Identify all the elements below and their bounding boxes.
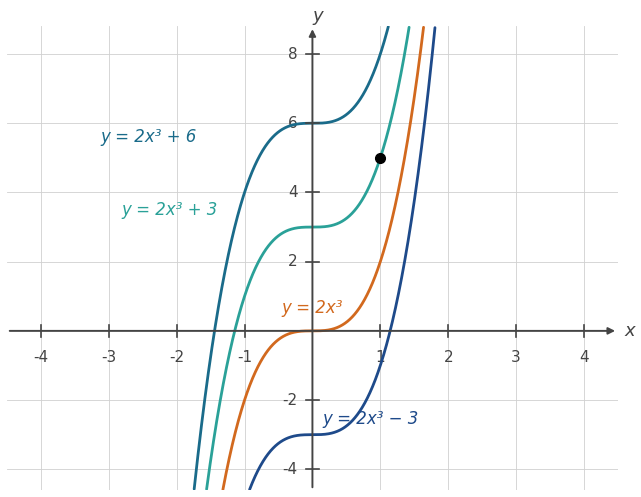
Text: -4: -4 (283, 462, 297, 477)
Text: -2: -2 (169, 350, 184, 365)
Text: 3: 3 (512, 350, 521, 365)
Text: 2: 2 (288, 254, 297, 269)
Text: y = 2x³ + 3: y = 2x³ + 3 (121, 201, 217, 219)
Text: 4: 4 (579, 350, 589, 365)
Text: -1: -1 (237, 350, 252, 365)
Text: y = 2x³: y = 2x³ (282, 299, 343, 318)
Text: y: y (313, 6, 323, 25)
Text: 4: 4 (288, 185, 297, 200)
Text: y = 2x³ − 3: y = 2x³ − 3 (322, 410, 419, 428)
Text: 1: 1 (376, 350, 385, 365)
Text: -4: -4 (33, 350, 49, 365)
Text: y = 2x³ + 6: y = 2x³ + 6 (101, 128, 197, 146)
Text: -3: -3 (101, 350, 117, 365)
Text: 8: 8 (288, 47, 297, 62)
Text: 6: 6 (288, 116, 297, 131)
Text: x: x (625, 322, 635, 340)
Text: -2: -2 (283, 393, 297, 408)
Text: 2: 2 (444, 350, 453, 365)
